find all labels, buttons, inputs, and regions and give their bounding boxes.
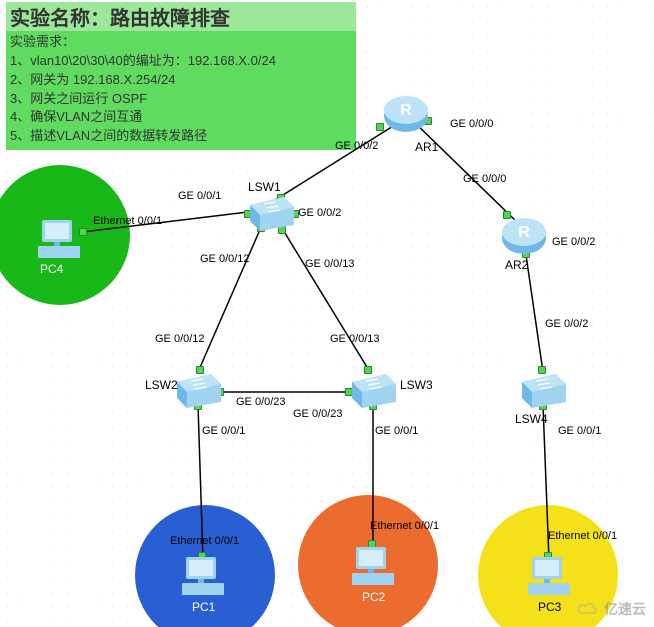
iflabel: GE 0/0/2 bbox=[552, 236, 595, 248]
iflabel: GE 0/0/2 bbox=[335, 140, 378, 152]
switch-lsw2[interactable] bbox=[175, 372, 221, 408]
pc-4[interactable] bbox=[36, 218, 82, 262]
watermark: 亿速云 bbox=[578, 599, 646, 619]
label-lsw3: LSW3 bbox=[400, 378, 433, 392]
iflabel: GE 0/0/0 bbox=[463, 173, 506, 185]
switch-lsw3[interactable] bbox=[350, 372, 396, 408]
topology-canvas: { "title":"实验名称：路由故障排查", "req_header":"实… bbox=[0, 0, 654, 627]
label-lsw1: LSW1 bbox=[248, 180, 281, 194]
label-lsw4: LSW4 bbox=[515, 412, 548, 426]
iflabel: GE 0/0/0 bbox=[450, 118, 493, 130]
pc-2[interactable] bbox=[350, 545, 396, 589]
iflabel: GE 0/0/23 bbox=[293, 408, 343, 420]
watermark-text: 亿速云 bbox=[604, 599, 646, 619]
iflabel: GE 0/0/13 bbox=[305, 258, 355, 270]
iflabel: Ethernet 0/0/1 bbox=[548, 530, 617, 542]
iflabel: GE 0/0/1 bbox=[375, 425, 418, 437]
label-ar1: AR1 bbox=[415, 140, 438, 154]
iflabel: Ethernet 0/0/1 bbox=[93, 215, 162, 227]
iflabel: GE 0/0/13 bbox=[330, 333, 380, 345]
iflabel: GE 0/0/2 bbox=[298, 207, 341, 219]
switch-lsw1[interactable] bbox=[248, 195, 294, 231]
label-pc4: PC4 bbox=[40, 262, 63, 276]
svg-text:R: R bbox=[518, 224, 530, 241]
iflabel: GE 0/0/2 bbox=[545, 318, 588, 330]
iflabel: GE 0/0/12 bbox=[200, 253, 250, 265]
pc-1[interactable] bbox=[180, 555, 226, 599]
iflabel: GE 0/0/1 bbox=[202, 425, 245, 437]
label-pc1: PC1 bbox=[192, 600, 215, 614]
iflabel: GE 0/0/1 bbox=[558, 425, 601, 437]
iflabel: Ethernet 0/0/1 bbox=[170, 535, 239, 547]
router-ar2[interactable]: R bbox=[500, 212, 548, 260]
label-pc2: PC2 bbox=[362, 590, 385, 604]
iflabel: GE 0/0/1 bbox=[178, 190, 221, 202]
label-lsw2: LSW2 bbox=[145, 378, 178, 392]
label-ar2: AR2 bbox=[505, 258, 528, 272]
iflabel: GE 0/0/23 bbox=[236, 396, 286, 408]
label-pc3: PC3 bbox=[538, 600, 561, 614]
switch-lsw4[interactable] bbox=[520, 372, 566, 408]
pc-3[interactable] bbox=[526, 555, 572, 599]
iflabel: Ethernet 0/0/1 bbox=[370, 520, 439, 532]
router-ar1[interactable]: R bbox=[382, 90, 430, 138]
svg-text:R: R bbox=[400, 102, 412, 119]
iflabel: GE 0/0/12 bbox=[155, 333, 205, 345]
